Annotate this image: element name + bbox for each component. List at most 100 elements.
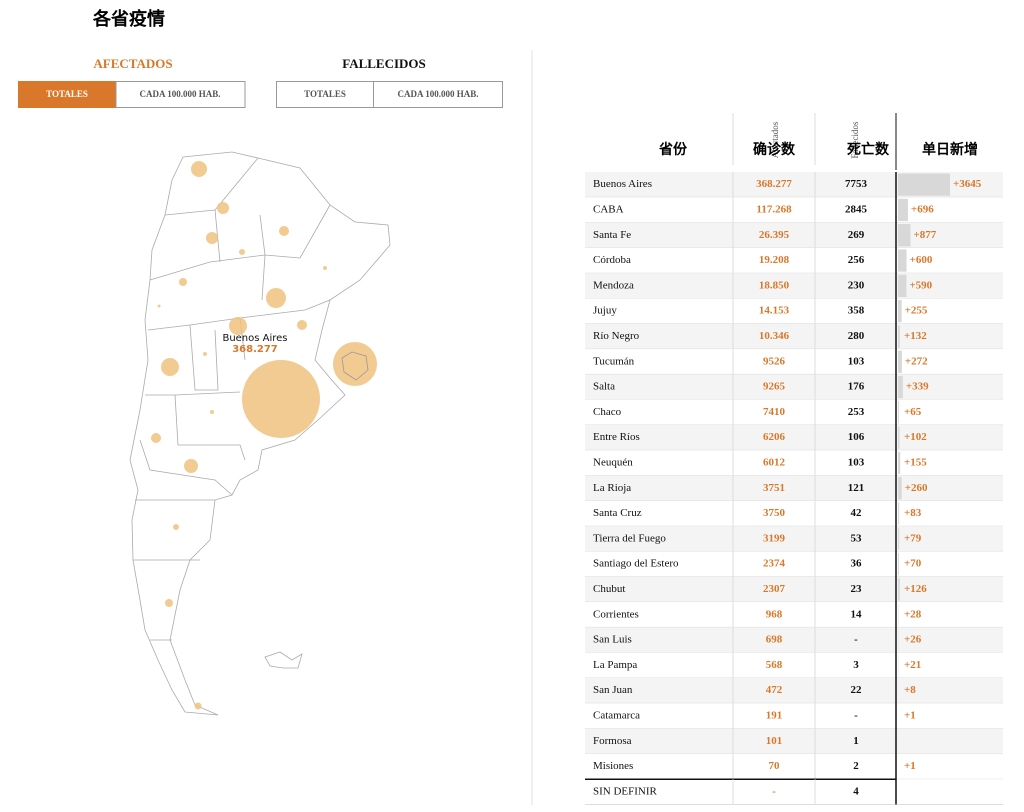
- bubble: [173, 524, 179, 530]
- cases: 3750: [763, 507, 786, 519]
- new-label: +155: [904, 456, 927, 468]
- new-bar: [898, 527, 900, 550]
- button-group: TOTALES CADA 100.000 HAB.: [18, 81, 246, 108]
- cases: 368.277: [756, 178, 792, 190]
- deaths: -: [854, 709, 858, 721]
- new-label: +260: [905, 482, 928, 494]
- deaths: 36: [851, 558, 863, 570]
- deaths: 358: [848, 305, 865, 317]
- tab-label[interactable]: FALLECIDOS: [342, 56, 426, 71]
- bubble: [323, 266, 327, 270]
- bubble: [333, 342, 377, 386]
- deaths: 2: [853, 760, 859, 772]
- province: Santa Fe: [593, 229, 631, 241]
- cases: 6206: [763, 431, 786, 443]
- province: Río Negro: [593, 330, 640, 342]
- deaths: 103: [848, 355, 865, 367]
- new-bar: [898, 451, 901, 475]
- cases: 9526: [763, 355, 786, 367]
- bubble: [297, 320, 307, 330]
- new-bar: [898, 553, 899, 576]
- province: Chubut: [593, 583, 625, 595]
- table-row: [585, 779, 1003, 805]
- bubble: [191, 161, 207, 177]
- page-title: 各省疫情: [92, 8, 165, 30]
- button-label[interactable]: TOTALES: [304, 89, 346, 99]
- cases: 191: [766, 709, 783, 721]
- table-row: [585, 247, 1003, 274]
- button[interactable]: [276, 81, 374, 108]
- table-row: [585, 197, 1003, 223]
- cases: 3751: [763, 482, 785, 494]
- province: San Juan: [593, 684, 633, 696]
- table-row: [585, 602, 1003, 628]
- deaths: 176: [848, 381, 865, 393]
- province: San Luis: [593, 634, 632, 646]
- new-label: +21: [904, 659, 921, 671]
- map-bubbles: [151, 161, 377, 710]
- new-bar: [898, 426, 900, 449]
- bubble: [165, 599, 173, 607]
- province: CABA: [593, 203, 624, 215]
- bubble: [179, 278, 187, 286]
- bubble: [210, 410, 214, 414]
- table-row: [585, 222, 1003, 248]
- bubble: [266, 288, 286, 308]
- button-label[interactable]: TOTALES: [46, 89, 88, 99]
- button[interactable]: [18, 81, 116, 108]
- deaths: 1: [853, 735, 859, 747]
- deaths: 256: [848, 254, 865, 266]
- table-row: [585, 753, 1003, 780]
- islands: [264, 651, 303, 669]
- new-bar: [898, 300, 902, 323]
- deaths: 103: [848, 456, 865, 468]
- new-bar: [898, 350, 902, 373]
- new-label: +70: [904, 558, 922, 570]
- inset-outline: [341, 351, 369, 381]
- deaths: -: [854, 634, 858, 646]
- new-label: +272: [905, 355, 928, 367]
- deaths: 22: [851, 684, 863, 696]
- deaths: 23: [851, 583, 863, 595]
- province: Corrientes: [593, 608, 639, 620]
- new-label: +1: [904, 709, 916, 721]
- new-label: +696: [911, 203, 934, 215]
- deaths: 42: [851, 507, 863, 519]
- cases: -: [772, 785, 776, 797]
- cases: 2374: [763, 558, 786, 570]
- new-label: +102: [904, 431, 927, 443]
- bubble: [217, 202, 229, 214]
- deaths: 53: [851, 532, 863, 544]
- button-label[interactable]: CADA 100.000 HAB.: [139, 89, 220, 99]
- new-bar: [898, 249, 907, 272]
- new-bar: [898, 274, 907, 297]
- cases: 6012: [763, 456, 786, 468]
- button[interactable]: [373, 81, 503, 108]
- province: Neuquén: [593, 456, 633, 468]
- map-value: 368.277: [232, 344, 278, 355]
- bubble: [229, 317, 247, 335]
- bubble: [184, 459, 198, 473]
- new-label: +3645: [953, 178, 982, 190]
- table-row: [585, 323, 1003, 350]
- province: Chaco: [593, 406, 622, 418]
- table-row: [585, 298, 1003, 324]
- deaths: 121: [848, 482, 865, 494]
- new-label: +339: [906, 381, 929, 393]
- cases: 9265: [763, 381, 786, 393]
- new-bar: [898, 502, 900, 525]
- tab-label[interactable]: AFECTADOS: [93, 56, 172, 71]
- province: Catamarca: [593, 709, 640, 721]
- cases: 698: [766, 634, 783, 646]
- table-row: [585, 551, 1003, 577]
- button[interactable]: [115, 81, 246, 108]
- bubble: [242, 360, 320, 438]
- province: Formosa: [593, 735, 632, 747]
- province: La Rioja: [593, 482, 631, 494]
- deaths: 230: [848, 279, 865, 291]
- button-label[interactable]: CADA 100.000 HAB.: [397, 89, 478, 99]
- bubble: [157, 304, 161, 308]
- new-label: +26: [904, 634, 922, 646]
- new-label: +600: [910, 254, 933, 266]
- province: Santa Cruz: [593, 507, 642, 519]
